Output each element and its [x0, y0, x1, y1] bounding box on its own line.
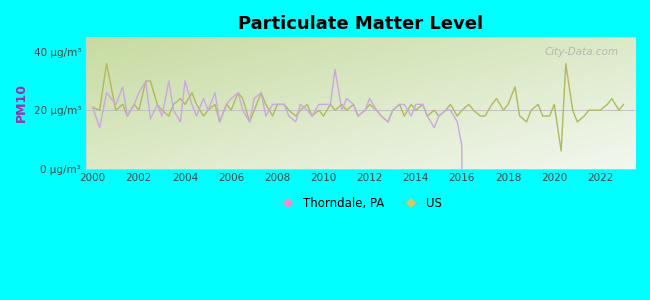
Y-axis label: PM10: PM10	[15, 83, 28, 122]
Title: Particulate Matter Level: Particulate Matter Level	[238, 15, 483, 33]
Legend: Thorndale, PA, US: Thorndale, PA, US	[275, 193, 446, 215]
Text: City-Data.com: City-Data.com	[545, 46, 619, 56]
